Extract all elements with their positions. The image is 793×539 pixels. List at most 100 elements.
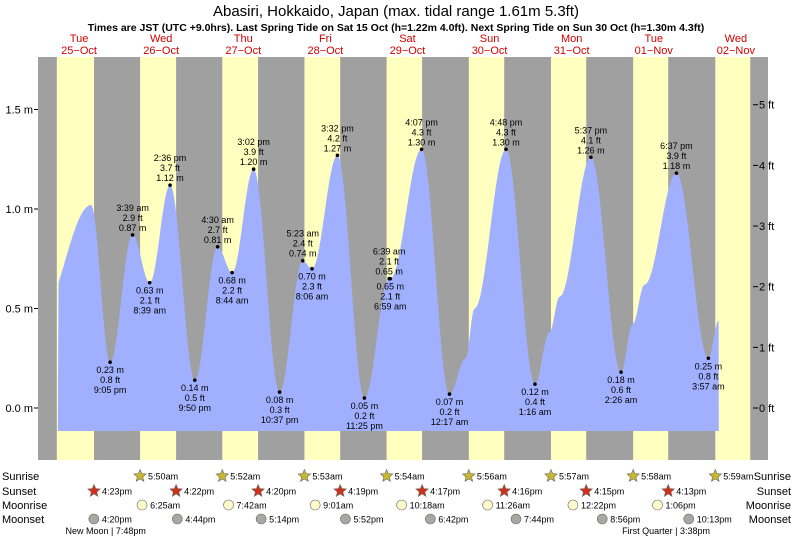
tide-extreme-label: 0.3 ft (270, 405, 291, 415)
tide-extreme-label: 6:37 pm (660, 141, 693, 151)
y-tick-label-ft: 1 ft (759, 342, 774, 354)
tide-extreme-label: 1.26 m (577, 145, 605, 155)
tide-extreme-point (447, 392, 452, 396)
row-event-star (626, 468, 641, 482)
tide-extreme-label: 0.8 ft (698, 371, 719, 381)
chart-title: Abasiri, Hokkaido, Japan (max. tidal ran… (213, 3, 579, 20)
tide-extreme-label: 0.74 m (289, 249, 317, 259)
tide-extreme-label: 11:25 pm (346, 421, 383, 431)
tide-extreme-point (300, 258, 305, 263)
day-label-dow: Sun (480, 33, 500, 45)
day-label-date: 26−Oct (143, 45, 179, 57)
row-event-label: 4:13pm (676, 487, 706, 497)
tide-extreme-label: 3:57 am (692, 381, 725, 391)
row-event-circle (425, 513, 436, 525)
day-label-dow: Wed (150, 33, 172, 45)
day-label-date: 25−Oct (61, 45, 97, 57)
tide-extreme-label: 0.07 m (436, 397, 464, 407)
y-axis-feet: 5 ft 4 ft 3 ft 2 ft 1 ft 0 ft (753, 100, 774, 415)
tide-extreme-point (706, 356, 711, 361)
tide-extreme-label: 0.65 m (375, 267, 403, 277)
y-axis-meters: 1.5 m 1.0 m 0.5 m 0.0 m (5, 105, 38, 415)
tide-extreme-point (335, 153, 340, 158)
y-tick-label-ft: 5 ft (759, 100, 774, 112)
row-event-star (461, 468, 476, 482)
tide-extreme-label: 0.5 ft (185, 393, 206, 403)
row-event-star (251, 483, 266, 497)
row-event-circle (567, 499, 579, 511)
row-event-star (87, 483, 101, 497)
row-event-label: 5:57am (559, 472, 589, 482)
sun-moon-rows: Sunrise Sunrise 5:50am 5:52am 5:53am 5:54am 5:… (2, 468, 791, 536)
tide-extreme-label: 5:23 am (286, 229, 319, 239)
row-label-left: Sunrise (2, 471, 39, 483)
tide-extreme-label: 2.1 ft (140, 296, 161, 306)
day-labels: Tue25−OctWed26−OctThu27−OctFri28−OctSat2… (61, 33, 755, 57)
row-label-left: Moonset (2, 514, 44, 526)
tide-extreme-label: 0.87 m (119, 223, 147, 233)
tide-extreme-point (619, 370, 623, 374)
row-event-star (133, 468, 147, 482)
day-label-date: 02−Nov (717, 45, 756, 57)
row-event-star (579, 483, 594, 497)
tide-extreme-label: 5:37 pm (575, 125, 608, 135)
row-event-star (415, 483, 430, 497)
tide-extreme-label: 2.1 ft (380, 292, 401, 302)
tide-extreme-label: 0.81 m (204, 235, 232, 245)
tide-extreme-label: 0.6 ft (611, 385, 632, 395)
tide-extreme-point (388, 276, 393, 281)
tide-extreme-label: 0.18 m (607, 375, 635, 385)
tide-extreme-point (192, 378, 197, 382)
tide-extreme-label: 1.30 m (408, 137, 436, 147)
row-event-circle (309, 499, 321, 511)
tide-extreme-label: 1.12 m (156, 173, 184, 183)
tide-extreme-label: 3:39 am (116, 203, 149, 213)
day-label-dow: Mon (561, 33, 582, 45)
row-event-circle (683, 513, 695, 525)
row-label-right: Sunset (757, 486, 791, 498)
row-event-label: 4:16pm (512, 487, 542, 497)
row-event-label: 4:44pm (185, 515, 215, 525)
tide-extreme-label: 0.2 ft (439, 407, 460, 417)
tide-extreme-label: 1:16 am (519, 407, 552, 417)
tide-extreme-label: 0.25 m (695, 361, 723, 371)
tide-extreme-label: 2.3 ft (302, 282, 323, 292)
row-event-label: 6:42pm (438, 515, 468, 525)
night-band (38, 57, 57, 460)
tide-extreme-labels: 0.23 m0.8 ft9:05 pm3:39 am2.9 ft0.87 m0.… (94, 117, 725, 431)
tide-extreme-label: 12:17 am (431, 417, 469, 427)
row-event-label: 4:15pm (594, 487, 624, 497)
row-event-label: 5:52am (230, 472, 260, 482)
tide-extreme-label: 2:36 pm (154, 153, 187, 163)
day-label-dow: Tue (645, 33, 664, 45)
tide-extreme-label: 0.4 ft (525, 397, 546, 407)
tide-extreme-label: 2:26 am (605, 395, 638, 405)
tide-extreme-point (362, 396, 367, 400)
row-event-label: 1:06pm (666, 501, 696, 511)
row-event-star (333, 483, 348, 497)
tide-extreme-label: 0.2 ft (354, 411, 375, 421)
y-tick-label-ft: 0 ft (759, 403, 774, 415)
row-event-label: 4:20pm (102, 515, 132, 525)
tide-extreme-label: 3.9 ft (244, 147, 265, 157)
row-event-circle (172, 513, 183, 525)
y-tick-label-m: 0.0 m (5, 403, 33, 415)
row-event-label: 5:54am (395, 472, 425, 482)
day-label-date: 31−Oct (554, 45, 590, 57)
row-event-label: 7:42am (237, 501, 267, 511)
tide-extreme-label: 4:07 pm (405, 117, 438, 127)
y-tick-label-ft: 2 ft (759, 282, 774, 294)
tide-extreme-label: 3.7 ft (160, 163, 181, 173)
row-label-right: Moonrise (746, 500, 791, 512)
y-tick-label-m: 1.0 m (5, 204, 33, 216)
tide-extreme-label: 9:05 pm (94, 385, 127, 395)
day-label-dow: Sat (399, 33, 416, 45)
tide-area-path (57, 149, 719, 432)
tide-extreme-label: 10:37 pm (261, 415, 299, 425)
row-event-star (708, 468, 723, 482)
row-event-circle (652, 499, 663, 511)
row-event-star (544, 468, 558, 482)
tide-extreme-label: 0.63 m (136, 286, 164, 296)
tide-extreme-label: 1.30 m (492, 137, 520, 147)
row-event-label: 10:18am (410, 501, 445, 511)
